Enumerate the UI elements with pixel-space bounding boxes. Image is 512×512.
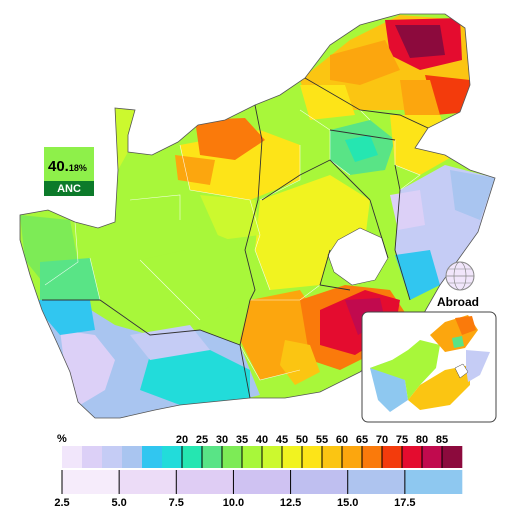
region-kimberley (200, 195, 260, 240)
bottom-swatch-5 (347, 470, 406, 494)
top-swatch-18 (422, 446, 443, 468)
bottom-scale-swatches (62, 470, 463, 494)
top-swatch-11 (282, 446, 303, 468)
top-tick-label-1: 25 (196, 434, 208, 446)
top-swatch-4 (142, 446, 163, 468)
bottom-swatch-3 (233, 470, 291, 494)
winner-party: ANC (57, 183, 81, 195)
lesotho (327, 227, 389, 286)
top-swatch-10 (262, 446, 283, 468)
top-swatch-13 (322, 446, 343, 468)
region-siyanda (130, 195, 185, 260)
top-tick-label-4: 40 (256, 434, 268, 446)
inset-lesotho (454, 363, 469, 379)
region-ruth-segomotsi (175, 155, 215, 185)
region-free-state (255, 175, 370, 290)
region-port-elizabeth (280, 340, 320, 385)
winner-badge: 40.18% ANC (44, 147, 94, 196)
scale-unit-label: % (57, 433, 67, 445)
winner-percentage: 40.18% (48, 158, 87, 175)
top-scale-tick-labels: 20 25 30 35 40 45 50 55 60 65 70 75 80 85 (176, 434, 448, 468)
bottom-tick-label-3: 10.0 (223, 497, 244, 509)
region-karoo-south (130, 325, 210, 360)
bottom-tick-label-2: 7.5 (169, 497, 184, 509)
top-tick-label-7: 55 (316, 434, 328, 446)
top-tick-label-12: 80 (416, 434, 428, 446)
bottom-swatch-1 (119, 470, 177, 494)
bottom-scale-tick-labels: 2.5 5.0 7.5 10.0 12.5 15.0 17.5 (54, 470, 416, 509)
region-garden-route (140, 350, 250, 405)
winner-percentage-int: 40. (48, 158, 69, 175)
top-swatch-12 (302, 446, 323, 468)
top-tick-label-5: 45 (276, 434, 288, 446)
abroad-globe-icon (445, 261, 475, 291)
region-ngaka-modiri (195, 118, 265, 160)
winner-badge-box (44, 147, 94, 181)
region-kzn-north (450, 170, 495, 220)
region-gauteng-core (345, 135, 378, 162)
bottom-color-scale: 2.5 5.0 7.5 10.0 12.5 15.0 17.5 (54, 470, 463, 509)
bottom-tick-label-5: 15.0 (337, 497, 358, 509)
bottom-tick-label-1: 5.0 (111, 497, 126, 509)
abroad-label: Abroad (437, 295, 479, 309)
top-swatch-14 (342, 446, 363, 468)
inset-gauteng (452, 336, 464, 348)
inset-map (361, 311, 497, 423)
winner-party-box (44, 181, 94, 196)
top-swatch-16 (382, 446, 403, 468)
inset-east (408, 365, 470, 410)
top-swatch-17 (402, 446, 423, 468)
top-swatch-19 (442, 446, 463, 468)
winner-percentage-unit: % (79, 163, 87, 173)
bottom-tick-label-4: 12.5 (280, 497, 301, 509)
top-swatch-8 (222, 446, 243, 468)
top-tick-label-11: 75 (396, 434, 408, 446)
region-namakwa-south (40, 258, 100, 300)
region-west-coast (30, 300, 95, 335)
top-tick-label-3: 35 (236, 434, 248, 446)
top-swatch-2 (102, 446, 123, 468)
bottom-tick-label-0: 2.5 (54, 497, 69, 509)
bottom-swatch-2 (176, 470, 234, 494)
top-swatch-9 (242, 446, 263, 468)
inset-north-core (455, 316, 476, 335)
top-swatch-3 (122, 446, 143, 468)
region-ehlanzeni (400, 80, 440, 115)
winner-percentage-dec: 18 (69, 163, 79, 173)
top-swatch-6 (182, 446, 203, 468)
province-boundaries (42, 77, 429, 399)
bottom-swatch-4 (290, 470, 349, 494)
inset-northern-cape (370, 340, 440, 400)
top-tick-label-0: 20 (176, 434, 188, 446)
region-vhembe-core (395, 25, 445, 58)
top-color-scale: % 20 25 30 35 40 45 50 55 60 65 70 75 80 85 (57, 433, 463, 468)
bottom-swatch-6 (404, 470, 463, 494)
region-pixley (170, 220, 245, 320)
top-tick-label-10: 70 (376, 434, 388, 446)
top-swatch-15 (362, 446, 383, 468)
top-scale-swatches (62, 446, 463, 468)
top-swatch-5 (162, 446, 183, 468)
top-tick-label-9: 65 (356, 434, 368, 446)
top-tick-label-2: 30 (216, 434, 228, 446)
inset-kzn (466, 350, 490, 382)
top-tick-label-6: 50 (296, 434, 308, 446)
top-tick-label-8: 60 (336, 434, 348, 446)
top-swatch-7 (202, 446, 223, 468)
region-capricorn (330, 40, 400, 85)
top-swatch-1 (82, 446, 103, 468)
bottom-swatch-0 (62, 470, 120, 494)
top-tick-label-13: 85 (436, 434, 448, 446)
top-swatch-0 (62, 446, 83, 468)
region-boundaries (44, 109, 421, 381)
bottom-tick-label-6: 17.5 (394, 497, 415, 509)
region-waterberg (300, 85, 355, 120)
region-kalahari (115, 108, 135, 170)
